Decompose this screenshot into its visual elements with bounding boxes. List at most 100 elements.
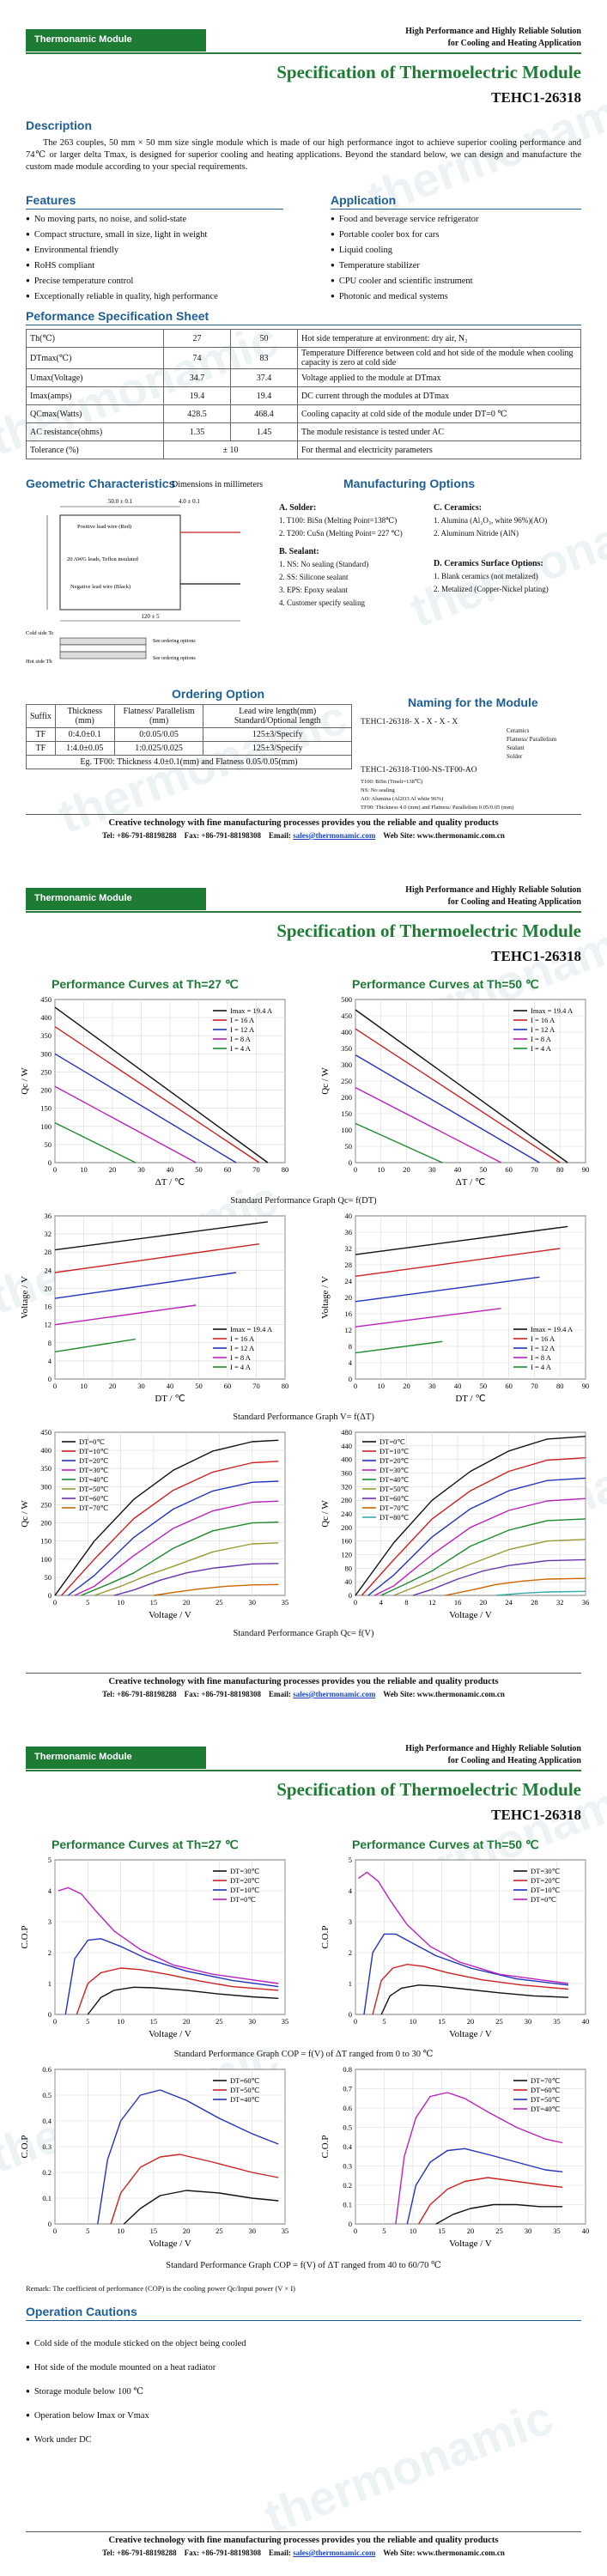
legend-label: DT=40℃ [230,2095,260,2104]
series-line [367,1477,586,1596]
header-tagline: High Performance and Highly Reliable Sol… [405,884,581,908]
y-axis-label: C.O.P [320,2136,331,2159]
series-line [373,1498,586,1596]
legend-label: DT=50℃ [531,2095,561,2104]
y-tick-label: 120 [341,1551,352,1559]
cold-plate [59,637,147,646]
spec-value: ± 10 [163,440,298,459]
module-outline [59,514,181,611]
series-line [355,1276,540,1303]
y-tick-label: 0.5 [42,2091,52,2099]
naming-detail: AO: Alumina (Al2O3 Al white 96%) [361,796,444,802]
y-tick-label: 320 [341,1482,352,1491]
ordering-cell: TF [26,741,56,756]
x-tick-label: 30 [137,1382,145,1390]
legend-label: DT=0℃ [531,1895,556,1904]
x-tick-label: 15 [438,2017,446,2026]
brand-badge: Thermonamic Module [26,888,206,910]
legend-label: DT=70℃ [79,1504,109,1512]
footer-fax: Fax: +86-791-88198308 [184,2549,261,2557]
y-axis-label: Qc / W [320,1067,331,1095]
y-axis-label: C.O.P [320,1926,331,1949]
series-line [355,1436,586,1596]
spec-row: Umax(Voltage) 34.7 37.4 Voltage applied to … [26,368,581,387]
footer-email-link[interactable]: sales@thermonamic.com [293,2549,376,2557]
footer-email-label: Email: [268,1690,291,1698]
feature-item: Environmental friendly [26,243,283,258]
x-tick-label: 80 [556,1382,564,1390]
y-tick-label: 250 [341,1077,352,1085]
spec-row: Tolerance (%) ± 10 For thermal and electri… [26,440,581,459]
series-line [355,1225,568,1255]
series-line [54,1272,237,1299]
footer-contacts: Tel: +86-791-88198288 Fax: +86-791-88198… [0,1690,607,1698]
spec-param: Th(℃) [26,329,164,348]
legend-label: I = 12 A [230,1025,255,1034]
spec-desc: Voltage applied to the module at DTmax [297,368,581,387]
x-tick-label: 35 [282,2017,289,2026]
legend-label: I = 4 A [531,1363,552,1371]
y-tick-label: 4 [349,1886,353,1895]
spec-desc: Temperature Difference between cold and … [297,347,581,369]
y-tick-label: 0 [349,1591,352,1600]
y-tick-label: 0 [48,2010,52,2019]
y-tick-label: 0.7 [343,2085,352,2093]
ordering-cell: 1:4.0±0.05 [54,741,115,756]
x-tick-label: 30 [248,1598,256,1607]
y-tick-label: 0 [349,1375,352,1383]
series-line [67,1480,279,1596]
document-title: Specification of Thermoelectric Module [276,920,581,941]
series-line [64,1938,279,2015]
spec-value-th50: 83 [230,347,298,369]
series-line [355,1028,561,1163]
y-tick-label: 5 [349,1856,352,1864]
spec-value-th50: 50 [230,329,298,348]
series-line [113,1563,279,1596]
legend-label: DT=50℃ [379,1485,410,1493]
x-tick-label: 40 [582,2227,590,2235]
footer-email-link[interactable]: sales@thermonamic.com [293,831,376,840]
series-line [406,2148,563,2225]
legend-label: DT=0℃ [79,1437,105,1446]
x-tick-label: 30 [248,2017,256,2026]
model-number: TEHC1-26318 [491,1807,581,1823]
ordering-row: TF 1:4.0±0.05 1:0.025/0.025 125±3/Specify [26,741,352,756]
naming-part: Ceramics [507,727,530,734]
series-line [495,1590,586,1596]
x-tick-label: 16 [454,1598,462,1607]
x-tick-label: 60 [505,1382,513,1390]
description-text: The 263 couples, 50 mm × 50 mm size sing… [26,138,581,172]
series-line [54,1304,197,1326]
x-tick-label: 20 [109,1165,117,1174]
ordering-cell: 1:0.025/0.025 [113,741,204,756]
y-tick-label: 400 [341,1028,352,1036]
x-tick-label: 15 [150,2017,158,2026]
footer-email-link[interactable]: sales@thermonamic.com [293,1690,376,1698]
y-tick-label: 0.1 [343,2201,352,2209]
feature-item: Exceptionally reliable in quality, high … [26,289,283,305]
series-line [87,1986,279,2015]
solder-options: A. Solder: 1. T100: BiSn (Melting Point=… [279,501,429,610]
series-line [54,1053,237,1163]
legend-label: DT=70℃ [531,2076,561,2085]
y-tick-label: 0.5 [343,2123,352,2132]
geometric-unit: Dimensions in millimeters [172,480,264,489]
dim-thickness-label: 4.0 ± 0.1 [179,498,200,505]
spec-table: Th(℃) 27 50 Hot side temperature at environ… [26,329,581,459]
spec-value-th50: 468.4 [230,404,298,423]
y-axis-label: Voltage / V [20,1276,30,1319]
y-tick-label: 0.2 [343,2181,352,2190]
y-tick-label: 0 [48,2220,52,2228]
x-tick-label: 90 [582,1165,590,1174]
footer-email-label: Email: [268,831,291,840]
legend-label: I = 4 A [531,1044,552,1053]
header-tagline: High Performance and Highly Reliable Sol… [405,26,581,50]
legend-label: DT=40℃ [531,2105,561,2113]
legend-label: DT=10℃ [79,1447,109,1455]
x-tick-label: 0 [354,1165,357,1174]
y-tick-label: 4 [48,1357,52,1365]
x-tick-label: 10 [80,1382,88,1390]
legend-label: DT=40℃ [379,1475,410,1484]
x-tick-label: 30 [248,2227,256,2235]
y-tick-label: 32 [45,1230,52,1238]
